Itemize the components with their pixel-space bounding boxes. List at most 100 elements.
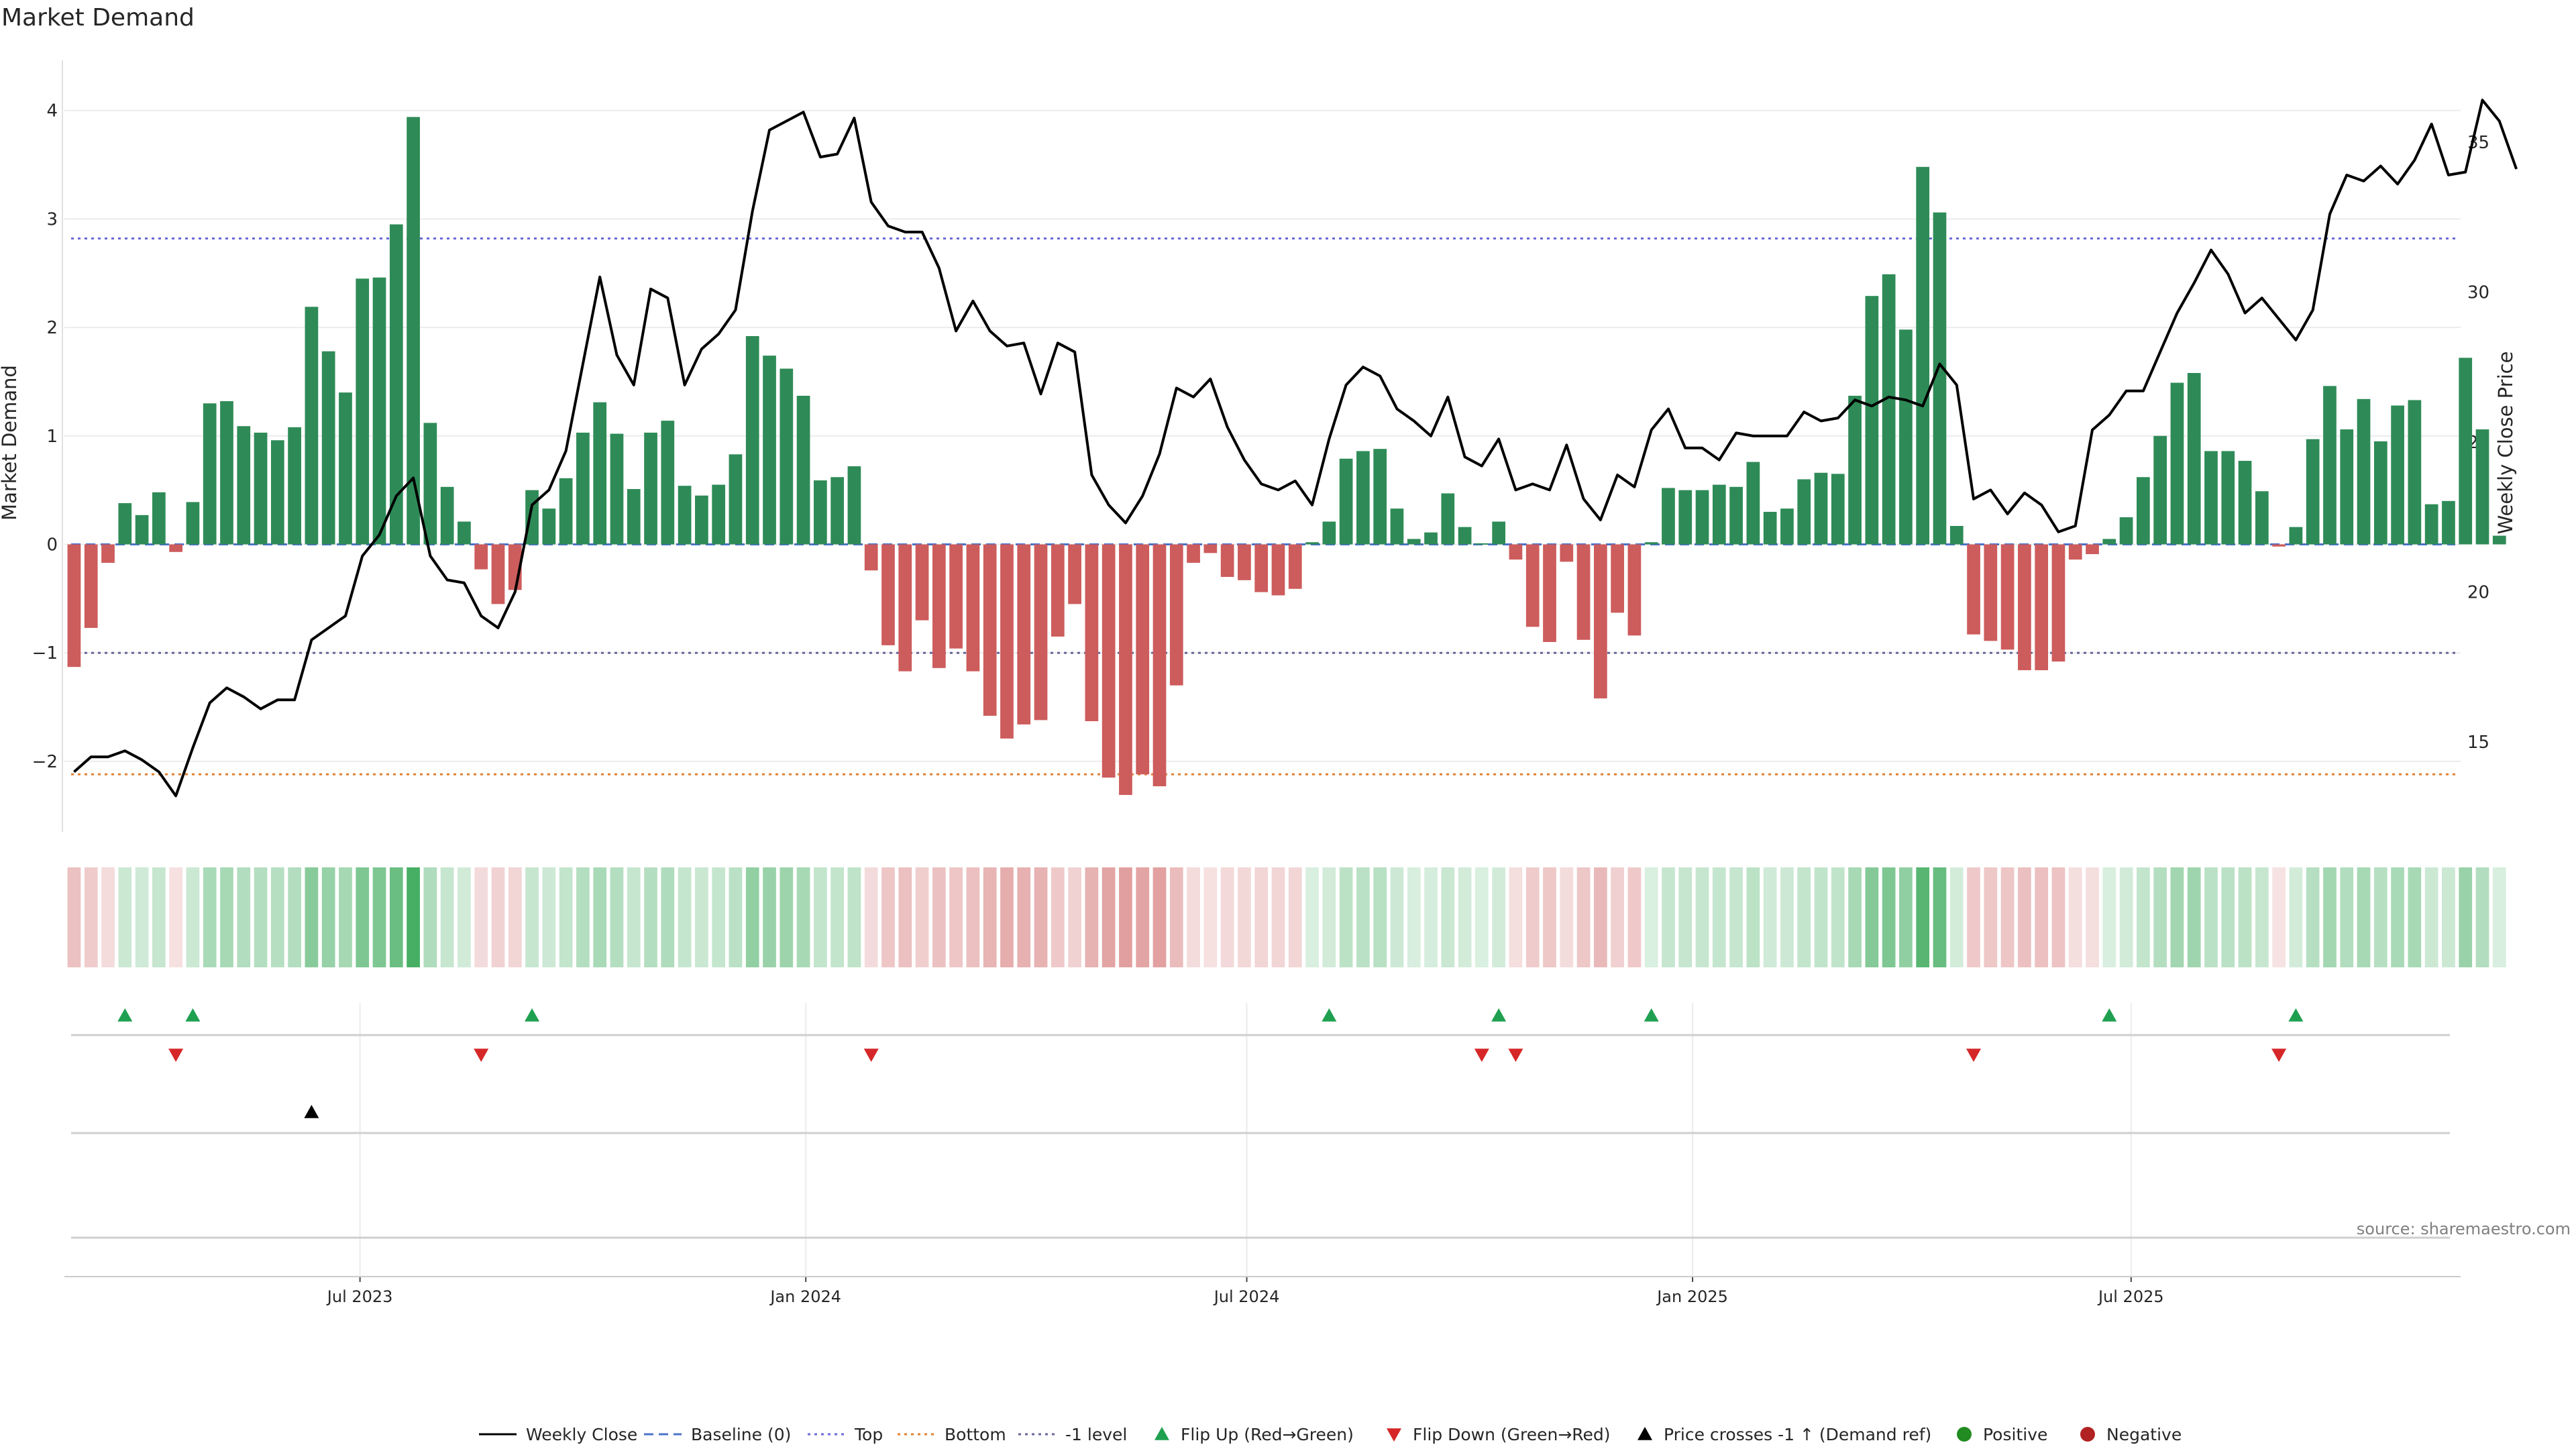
y2-axis-label: Weekly Close Price (2494, 352, 2517, 535)
demand-bar (2119, 517, 2133, 545)
strip-cell (67, 867, 81, 967)
demand-bar (2323, 386, 2337, 545)
strip-cell (1627, 867, 1642, 967)
legend-label: Flip Down (Green→Red) (1413, 1425, 1611, 1444)
demand-bar (2357, 398, 2371, 545)
strip-cell (1899, 867, 1913, 967)
strip-cell (1000, 867, 1014, 967)
strip-cell (1356, 867, 1370, 967)
strip-cell (508, 867, 522, 967)
strip-cell (1763, 867, 1777, 967)
demand-bars (67, 117, 2506, 796)
demand-bar (1984, 544, 1998, 641)
demand-bar (372, 277, 386, 545)
demand-bar (237, 426, 251, 545)
demand-bar (2187, 373, 2201, 545)
demand-bar (2340, 429, 2354, 545)
strip-cell (1169, 867, 1183, 967)
demand-bar (949, 544, 963, 649)
demand-bar (695, 495, 708, 545)
strip-cell (712, 867, 726, 967)
demand-bar (169, 544, 182, 552)
demand-bar (2068, 544, 2082, 560)
strip-cell (1390, 867, 1404, 967)
strip-cell (796, 867, 810, 967)
strip-cell (169, 867, 182, 967)
demand-bar (1475, 543, 1489, 545)
demand-bar (2221, 451, 2235, 545)
strip-cell (474, 867, 488, 967)
demand-bar (1051, 544, 1065, 637)
demand-bar (407, 117, 420, 545)
strip-cell (1678, 867, 1693, 967)
demand-bar (1882, 274, 1896, 545)
demand-bar (84, 544, 98, 628)
strip-cell (1916, 867, 1930, 967)
y-tick-label: 3 (46, 209, 58, 229)
demand-bar (847, 466, 861, 545)
demand-bar (1322, 521, 1336, 545)
demand-bar (2102, 539, 2116, 545)
demand-bar (1068, 544, 1081, 604)
demand-bar (135, 515, 149, 545)
legend-label: Top (854, 1425, 883, 1444)
strip-cell (2373, 867, 2387, 967)
strip-cell (2051, 867, 2065, 967)
y-tick-label: 2 (46, 318, 58, 338)
flip-down-marker (1966, 1049, 1982, 1062)
demand-bar (745, 336, 759, 545)
strip-cell (2086, 867, 2099, 967)
demand-bar (1017, 544, 1031, 724)
strip-cell (1492, 867, 1506, 967)
strip-cell (1068, 867, 1081, 967)
strip-cell (1254, 867, 1269, 967)
strip-cell (2391, 867, 2404, 967)
demand-bar (898, 544, 912, 672)
strip-cell (1576, 867, 1591, 967)
demand-bar (1187, 544, 1200, 563)
demand-bar (1152, 544, 1167, 787)
strip-cell (1967, 867, 1980, 967)
strip-cell (339, 867, 352, 967)
strip-cell (2187, 867, 2201, 967)
strip-cell (1814, 867, 1828, 967)
legend-label: Bottom (945, 1425, 1006, 1444)
strip-cell (1136, 867, 1150, 967)
demand-bar (2459, 358, 2473, 545)
strip-cell (1593, 867, 1607, 967)
strip-cell (881, 867, 895, 967)
demand-bar (1203, 544, 1218, 553)
chart-title: Market Demand (1, 4, 195, 32)
strip-cell (1017, 867, 1031, 967)
demand-bar (593, 402, 607, 545)
legend-swatch (1638, 1427, 1652, 1440)
strip-cell (1034, 867, 1048, 967)
strip-cell (1797, 867, 1811, 967)
demand-bar (152, 492, 166, 545)
demand-bar (1678, 490, 1693, 545)
strip-cell (830, 867, 845, 967)
demand-bar (2153, 435, 2167, 545)
flip-up-marker (1491, 1008, 1507, 1022)
strip-cell (2306, 867, 2320, 967)
strip-cell (2170, 867, 2184, 967)
demand-bar (2373, 441, 2387, 545)
demand-bar (1916, 166, 1930, 545)
flip-down-marker (474, 1049, 489, 1062)
demand-bar (1593, 544, 1607, 699)
demand-bar (915, 544, 929, 621)
demand-bar (1933, 212, 1947, 545)
legend-label: Flip Up (Red→Green) (1181, 1425, 1354, 1444)
strip-cell (152, 867, 166, 967)
strip-cell (949, 867, 963, 967)
demand-bar (1814, 472, 1828, 545)
strip-cell (1220, 867, 1234, 967)
strip-cell (254, 867, 268, 967)
demand-bar (796, 395, 810, 545)
strip-cell (1475, 867, 1489, 967)
y-tick-label: −1 (32, 643, 58, 663)
flip-up-marker (1322, 1008, 1337, 1022)
demand-bar (729, 454, 743, 545)
demand-bar (1729, 486, 1743, 545)
demand-bar (1288, 544, 1302, 589)
